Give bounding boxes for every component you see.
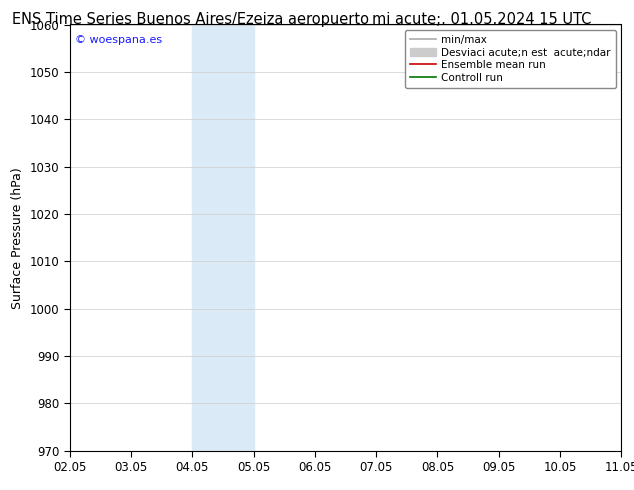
Legend: min/max, Desviaci acute;n est  acute;ndar, Ensemble mean run, Controll run: min/max, Desviaci acute;n est acute;ndar… (405, 30, 616, 88)
Y-axis label: Surface Pressure (hPa): Surface Pressure (hPa) (11, 167, 24, 309)
Bar (621, 24, 634, 451)
Text: ENS Time Series Buenos Aires/Ezeiza aeropuerto: ENS Time Series Buenos Aires/Ezeiza aero… (11, 12, 369, 27)
Text: mi acute;. 01.05.2024 15 UTC: mi acute;. 01.05.2024 15 UTC (372, 12, 592, 27)
Text: © woespana.es: © woespana.es (75, 35, 162, 45)
Bar (192, 24, 254, 451)
